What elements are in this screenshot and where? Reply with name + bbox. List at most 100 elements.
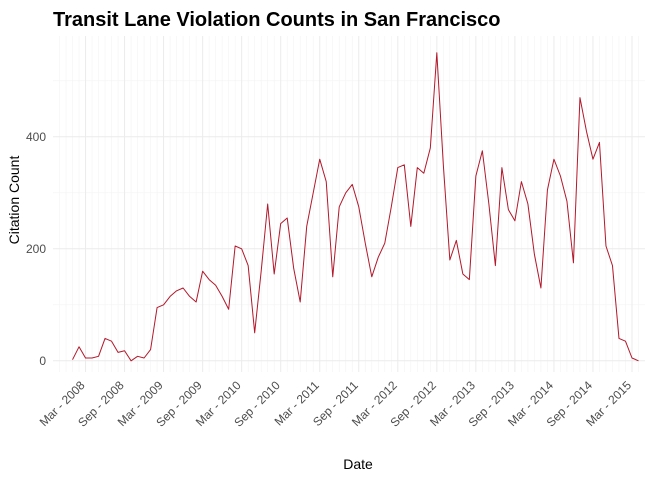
data-point (475, 176, 476, 177)
data-point (105, 338, 106, 339)
series-line (72, 52, 639, 362)
data-point (189, 296, 190, 297)
data-point (72, 359, 73, 360)
data-point (586, 131, 587, 132)
y-tick-label: 200 (26, 242, 46, 256)
data-point (222, 296, 223, 297)
data-point (196, 302, 197, 303)
data-point (85, 358, 86, 359)
data-point (488, 204, 489, 205)
data-point (248, 265, 249, 266)
data-point (293, 268, 294, 269)
data-point (495, 265, 496, 266)
data-point (176, 290, 177, 291)
data-point (163, 304, 164, 305)
data-point (300, 302, 301, 303)
data-point (547, 190, 548, 191)
data-point (573, 262, 574, 263)
data-point (365, 243, 366, 244)
data-point (339, 206, 340, 207)
data-point (521, 181, 522, 182)
data-point (560, 176, 561, 177)
data-point (287, 218, 288, 219)
minor-gridlines (53, 36, 645, 372)
data-point (306, 226, 307, 227)
data-point (261, 271, 262, 272)
data-point (228, 309, 229, 310)
data-point (215, 285, 216, 286)
data-point (371, 276, 372, 277)
data-point (462, 274, 463, 275)
data-point (423, 173, 424, 174)
data-point (436, 52, 437, 53)
data-point (579, 97, 580, 98)
data-point (235, 246, 236, 247)
data-point (391, 206, 392, 207)
data-point (514, 220, 515, 221)
data-point (319, 159, 320, 160)
data-point (313, 192, 314, 193)
data-point (638, 360, 639, 361)
data-point (274, 274, 275, 275)
data-point (397, 167, 398, 168)
data-point (534, 254, 535, 255)
data-point (345, 192, 346, 193)
data-point (170, 296, 171, 297)
data-point (592, 159, 593, 160)
data-point (553, 159, 554, 160)
data-point (404, 164, 405, 165)
data-point (326, 181, 327, 182)
data-point (241, 248, 242, 249)
data-point (92, 358, 93, 359)
data-point (118, 352, 119, 353)
data-point (501, 167, 502, 168)
data-point (618, 338, 619, 339)
data-point (157, 307, 158, 308)
data-point (430, 148, 431, 149)
data-point (482, 150, 483, 151)
data-point (352, 184, 353, 185)
data-point (612, 265, 613, 266)
y-tick-label: 400 (26, 130, 46, 144)
data-point (131, 360, 132, 361)
data-point (410, 226, 411, 227)
data-point (566, 201, 567, 202)
data-point (631, 358, 632, 359)
x-axis-title: Date (343, 456, 373, 472)
data-point (332, 276, 333, 277)
major-gridlines (53, 36, 645, 372)
data-point (378, 257, 379, 258)
data-point (540, 288, 541, 289)
data-point (267, 204, 268, 205)
chart-title: Transit Lane Violation Counts in San Fra… (53, 9, 501, 31)
data-point (469, 279, 470, 280)
data-point (358, 206, 359, 207)
data-point (209, 279, 210, 280)
data-point (443, 164, 444, 165)
y-axis-title: Citation Count (6, 156, 22, 245)
data-point (527, 204, 528, 205)
data-point (384, 243, 385, 244)
y-tick-label: 0 (39, 354, 46, 368)
data-point (144, 358, 145, 359)
data-point (137, 356, 138, 357)
data-point (280, 223, 281, 224)
data-point (98, 356, 99, 357)
data-point (111, 341, 112, 342)
data-point (79, 346, 80, 347)
data-point (599, 142, 600, 143)
data-point (625, 341, 626, 342)
y-axis-ticks: 0 200 400 (26, 130, 46, 368)
data-point (124, 350, 125, 351)
data-point (508, 209, 509, 210)
data-point (254, 332, 255, 333)
series-layer (72, 52, 639, 362)
data-point (417, 167, 418, 168)
data-point (202, 271, 203, 272)
data-point (605, 246, 606, 247)
data-point (183, 288, 184, 289)
data-point (150, 349, 151, 350)
